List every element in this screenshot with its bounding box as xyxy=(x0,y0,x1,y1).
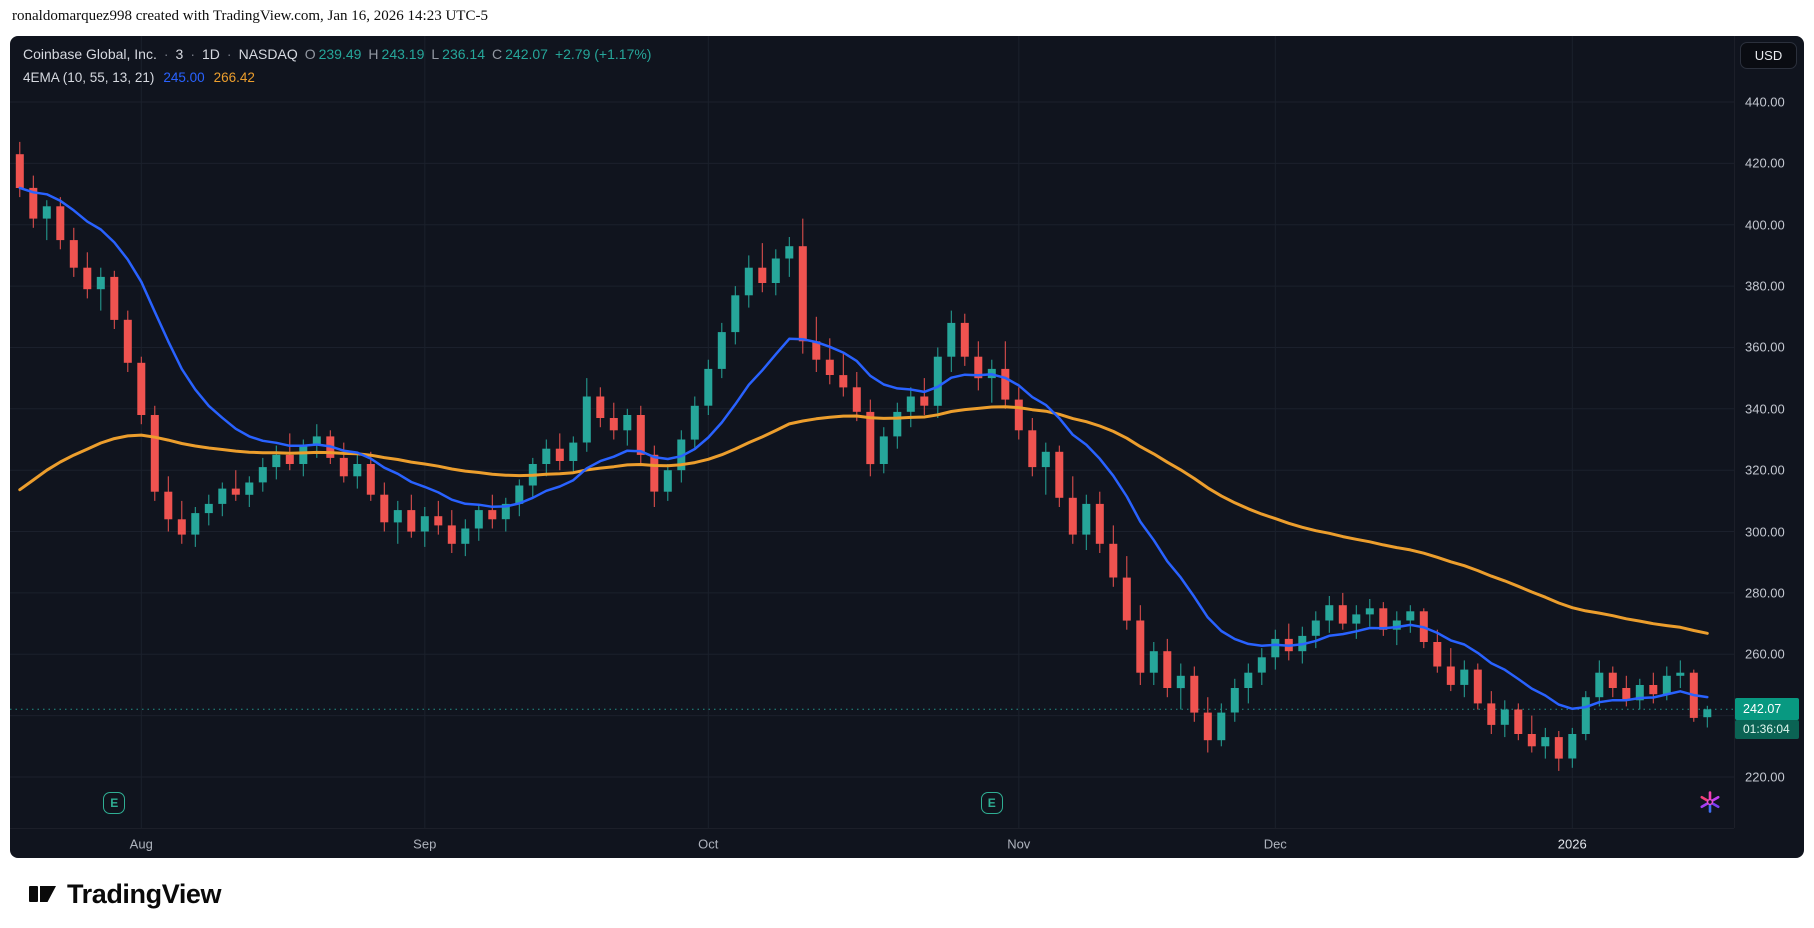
price-tick-label: 260.00 xyxy=(1745,646,1785,662)
candlestick-chart xyxy=(10,36,1734,828)
price-tick-label: 360.00 xyxy=(1745,339,1785,355)
ohlc-low-label: L xyxy=(431,46,440,62)
ohlc-high-label: H xyxy=(368,46,379,62)
time-axis-label: Sep xyxy=(413,836,437,851)
indicator-value-fast: 245.00 xyxy=(163,69,205,85)
time-axis-label: Oct xyxy=(698,836,719,851)
legend-separator: · xyxy=(163,46,169,62)
legend-main-row: Coinbase Global, Inc. · 3 · 1D · NASDAQ … xyxy=(23,43,651,65)
ohlc-open-value: 239.49 xyxy=(318,46,362,62)
legend-chart-number: 3 xyxy=(175,46,184,62)
legend-separator: · xyxy=(190,46,195,62)
price-tick-label: 280.00 xyxy=(1745,585,1785,601)
indicator-title[interactable]: 4EMA (10, 55, 13, 21) xyxy=(23,69,155,85)
legend-exchange: NASDAQ xyxy=(238,46,298,62)
legend: Coinbase Global, Inc. · 3 · 1D · NASDAQ … xyxy=(23,43,651,88)
time-axis-label: Nov xyxy=(1007,836,1031,851)
price-tick-label: 220.00 xyxy=(1745,769,1785,785)
legend-interval[interactable]: 1D xyxy=(202,46,220,62)
price-tick-label: 380.00 xyxy=(1745,278,1785,294)
ohlc-close: C 242.07 xyxy=(492,46,548,62)
price-tick-label: 420.00 xyxy=(1745,155,1785,171)
time-axis-label: Aug xyxy=(129,836,153,851)
time-axis-label: Dec xyxy=(1263,836,1287,851)
price-tick-label: 320.00 xyxy=(1745,462,1785,478)
price-tick-label: 400.00 xyxy=(1745,217,1785,233)
tradingview-logo-icon[interactable] xyxy=(28,879,58,909)
ohlc-high: H 243.19 xyxy=(368,46,424,62)
price-scale[interactable]: USD 242.07 01:36:04 220.00240.00260.0028… xyxy=(1734,36,1804,828)
indicator-value-slow: 266.42 xyxy=(213,69,255,85)
currency-button[interactable]: USD xyxy=(1740,42,1797,69)
time-axis[interactable]: Aug Sep Oct Nov Dec 2026 xyxy=(10,828,1734,858)
tradingview-wordmark[interactable]: TradingView xyxy=(67,878,222,909)
sparkle-icon[interactable] xyxy=(1696,788,1724,816)
legend-indicator-row: 4EMA (10, 55, 13, 21) 245.00 266.42 xyxy=(23,66,651,88)
price-tick-label: 440.00 xyxy=(1745,94,1785,110)
price-tick-label: 300.00 xyxy=(1745,524,1785,540)
symbol-title[interactable]: Coinbase Global, Inc. xyxy=(23,46,157,62)
ohlc-low-value: 236.14 xyxy=(442,46,485,62)
footer: TradingView xyxy=(28,876,222,912)
ohlc-low: L 236.14 xyxy=(431,46,485,62)
change-text: +2.79 (+1.17%) xyxy=(554,46,652,62)
last-price-badge: 242.07 xyxy=(1735,698,1799,721)
ohlc-open: O 239.49 xyxy=(305,46,362,62)
earnings-marker[interactable]: E xyxy=(980,792,1003,814)
price-tick-label: 340.00 xyxy=(1745,401,1785,417)
attribution-text: ronaldomarquez998 created with TradingVi… xyxy=(12,8,488,24)
plot-area[interactable]: Coinbase Global, Inc. · 3 · 1D · NASDAQ … xyxy=(10,36,1734,828)
time-axis-label: 2026 xyxy=(1557,836,1587,851)
chart-panel: Coinbase Global, Inc. · 3 · 1D · NASDAQ … xyxy=(10,36,1804,858)
ohlc-open-label: O xyxy=(304,46,316,62)
legend-separator: · xyxy=(226,46,232,62)
earnings-marker[interactable]: E xyxy=(103,792,126,814)
ohlc-high-value: 243.19 xyxy=(381,46,425,62)
ohlc-close-label: C xyxy=(492,46,503,62)
countdown-badge: 01:36:04 xyxy=(1735,720,1799,740)
ohlc-close-value: 242.07 xyxy=(505,46,548,62)
